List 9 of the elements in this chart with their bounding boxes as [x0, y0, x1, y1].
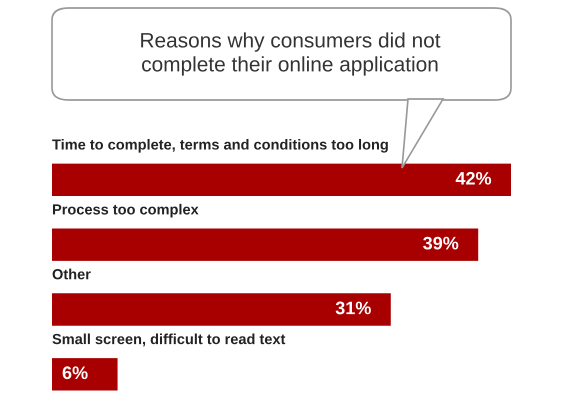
y-tick-label: Small screen, difficult to read text: [52, 333, 286, 346]
chart-title: Reasons why consumers did not complete their online application: [141, 32, 440, 76]
data-label: 6%: [62, 366, 88, 380]
y-tick-label: Time to complete, terms and conditions too long: [52, 138, 388, 153]
data-label: 39%: [423, 236, 458, 250]
data-label: 31%: [336, 302, 371, 314]
y-tick-label: Other: [52, 268, 91, 280]
y-tick-label: Process too complex: [52, 204, 199, 218]
data-label: 42%: [456, 172, 492, 185]
